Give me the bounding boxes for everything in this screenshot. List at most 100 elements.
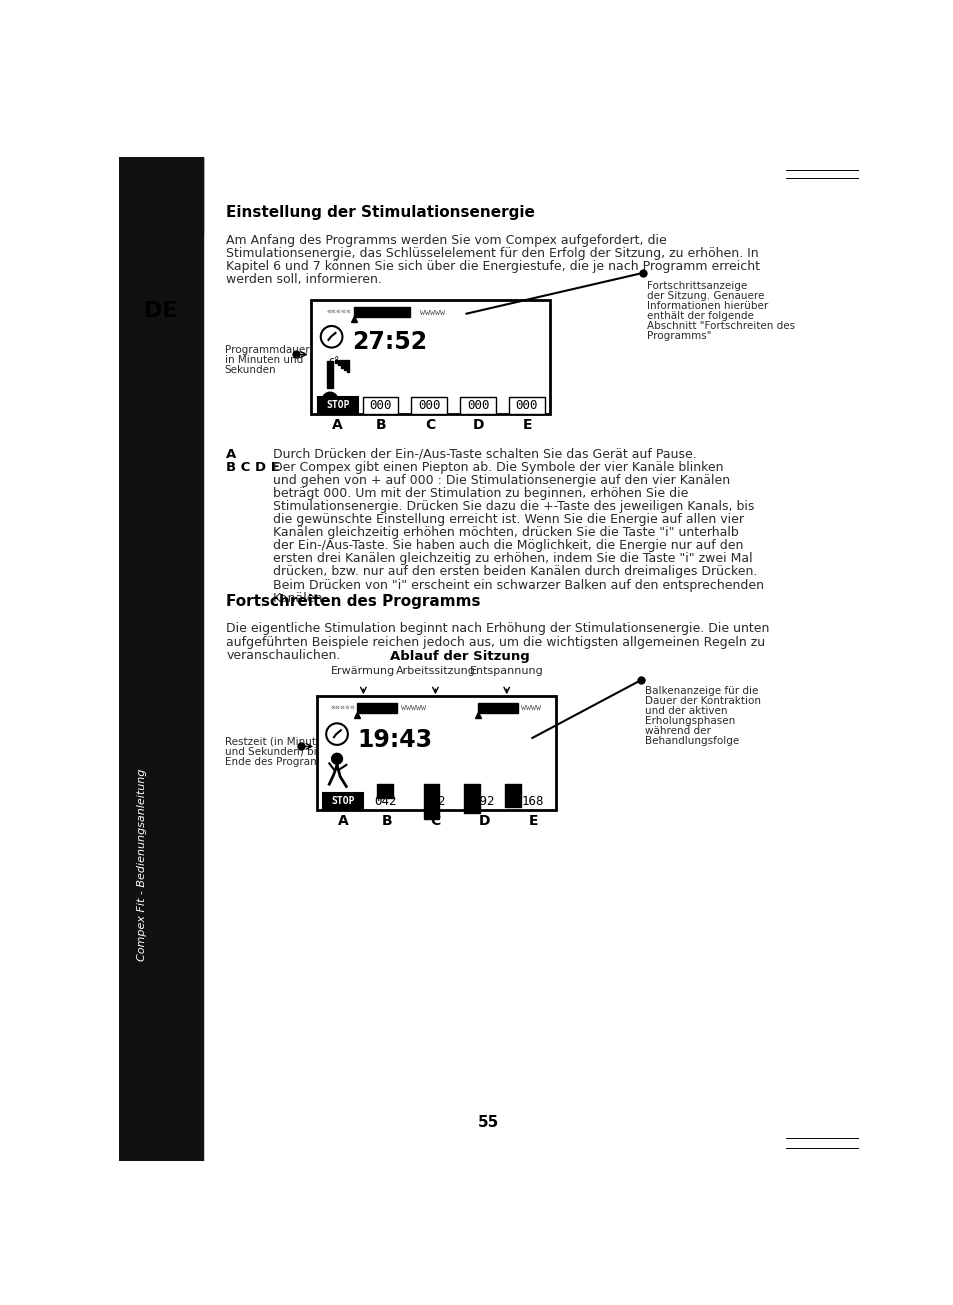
Text: und gehen von + auf 000 : Die Stimulationsenergie auf den vier Kanälen: und gehen von + auf 000 : Die Stimulatio… [273,474,729,487]
Text: Durch Drücken der Ein-/Aus-Taste schalten Sie das Gerät auf Pause.: Durch Drücken der Ein-/Aus-Taste schalte… [273,448,696,461]
Text: wwwww: wwwww [419,308,444,317]
Bar [423,784,439,818]
Text: Compex Fit - Bedienungsanleitung: Compex Fit - Bedienungsanleitung [137,769,148,962]
Text: Programmdauer: Programmdauer [224,345,309,355]
Text: B: B [375,419,386,432]
Text: 55: 55 [477,1116,499,1130]
Text: Entspannung: Entspannung [470,667,543,676]
Text: B C D E: B C D E [226,461,280,474]
Bar [509,397,544,414]
Text: Beim Drücken von "i" erscheint ein schwarzer Balken auf den entsprechenden: Beim Drücken von "i" erscheint ein schwa… [273,578,763,591]
Bar [323,792,363,809]
Text: und der aktiven: und der aktiven [644,706,726,716]
Text: E: E [528,814,537,829]
Text: 000: 000 [466,399,489,412]
Text: DE: DE [144,300,177,321]
Text: Erholungsphasen: Erholungsphasen [644,716,734,727]
Text: Sekunden: Sekunden [224,365,276,375]
Text: Programms": Programms" [646,330,711,341]
Text: Abschnitt "Fortschreiten des: Abschnitt "Fortschreiten des [646,321,794,330]
Text: «««««: ««««« [331,703,355,713]
Text: Arbeitssitzung: Arbeitssitzung [395,667,475,676]
Text: Erwärmung: Erwärmung [331,667,395,676]
Text: STOP: STOP [331,796,355,806]
Circle shape [320,326,342,347]
Text: wwwww: wwwww [400,703,425,713]
Bar [335,360,336,363]
Text: Kanälen.: Kanälen. [273,591,327,604]
Bar [411,397,447,414]
Bar [464,784,479,813]
Bar [337,360,340,365]
Text: 168: 168 [520,795,543,808]
Text: der Ein-/Aus-Taste. Sie haben auch die Möglichkeit, die Energie nur auf den: der Ein-/Aus-Taste. Sie haben auch die M… [273,539,742,552]
Text: A: A [337,814,348,829]
Text: D: D [473,419,484,432]
Text: 000: 000 [369,399,392,412]
Text: Der Compex gibt einen Piepton ab. Die Symbole der vier Kanäle blinken: Der Compex gibt einen Piepton ab. Die Sy… [273,461,722,474]
Text: Balkenanzeige für die: Balkenanzeige für die [644,686,758,697]
Bar [311,300,550,414]
Text: Stimulationsenergie, das Schlüsselelement für den Erfolg der Sitzung, zu erhöhen: Stimulationsenergie, das Schlüsselelemen… [226,247,758,260]
Bar [119,157,203,1161]
Circle shape [326,723,348,745]
Text: Dauer der Kontraktion: Dauer der Kontraktion [644,697,760,706]
Text: Kanälen gleichzeitig erhöhen möchten, drücken Sie die Taste "i" unterhalb: Kanälen gleichzeitig erhöhen möchten, dr… [273,526,738,539]
Text: der Sitzung. Genauere: der Sitzung. Genauere [646,291,763,300]
Text: 000: 000 [417,399,440,412]
Text: veranschaulichen.: veranschaulichen. [226,649,340,662]
Bar [347,360,349,372]
Text: wwww: wwww [520,703,540,713]
Text: D: D [478,814,490,829]
Bar [316,696,555,809]
Bar [362,397,397,414]
Text: in Minuten und: in Minuten und [224,355,303,365]
Text: STOP: STOP [326,401,349,410]
Text: Die eigentliche Stimulation beginnt nach Erhöhung der Stimulationsenergie. Die u: Die eigentliche Stimulation beginnt nach… [226,622,769,636]
Bar [317,397,357,414]
Text: während der: während der [644,727,710,736]
Bar [119,157,203,234]
Text: aufgeführten Beispiele reichen jedoch aus, um die wichtigsten allgemeinen Regeln: aufgeführten Beispiele reichen jedoch au… [226,636,764,649]
Circle shape [332,753,342,765]
Circle shape [322,393,337,407]
Text: Behandlungsfolge: Behandlungsfolge [644,736,739,746]
Bar [356,702,397,713]
Text: Kapitel 6 und 7 können Sie sich über die Energiestufe, die je nach Programm erre: Kapitel 6 und 7 können Sie sich über die… [226,260,760,273]
Text: Informationen hierüber: Informationen hierüber [646,300,767,311]
Text: und Sekunden) bis zum: und Sekunden) bis zum [224,746,347,757]
Text: Restzeit (in Minuten: Restzeit (in Minuten [224,737,328,746]
Text: Einstellung der Stimulationsenergie: Einstellung der Stimulationsenergie [226,205,535,219]
Text: werden soll, informieren.: werden soll, informieren. [226,273,381,286]
Text: E: E [522,419,532,432]
Text: B: B [381,814,392,829]
Bar [459,397,496,414]
Text: c°: c° [328,356,340,367]
Text: 042: 042 [375,795,396,808]
Text: Ablauf der Sitzung: Ablauf der Sitzung [390,650,530,663]
Bar [327,361,333,389]
Text: C: C [430,814,440,829]
Text: 192: 192 [472,795,495,808]
Bar [340,360,343,368]
Text: Stimulationsenergie. Drücken Sie dazu die +-Taste des jeweiligen Kanals, bis: Stimulationsenergie. Drücken Sie dazu di… [273,500,753,513]
Bar [477,702,517,713]
Text: Am Anfang des Programms werden Sie vom Compex aufgefordert, die: Am Anfang des Programms werden Sie vom C… [226,234,666,247]
Text: 19:43: 19:43 [356,728,432,752]
Bar [344,360,346,369]
Text: Ende des Programms: Ende des Programms [224,757,335,767]
Text: drücken, bzw. nur auf den ersten beiden Kanälen durch dreimaliges Drücken.: drücken, bzw. nur auf den ersten beiden … [273,565,757,578]
Text: Fortschreiten des Programms: Fortschreiten des Programms [226,594,480,609]
Text: A: A [332,419,343,432]
Text: enthält der folgende: enthält der folgende [646,311,753,321]
Text: 322: 322 [423,795,445,808]
Text: beträgt 000. Um mit der Stimulation zu beginnen, erhöhen Sie die: beträgt 000. Um mit der Stimulation zu b… [273,487,687,500]
Bar [354,307,410,317]
Text: die gewünschte Einstellung erreicht ist. Wenn Sie die Energie auf allen vier: die gewünschte Einstellung erreicht ist.… [273,513,743,526]
Text: Fortschrittsanzeige: Fortschrittsanzeige [646,281,746,291]
Text: 27:52: 27:52 [352,330,426,354]
Text: ersten drei Kanälen gleichzeitig zu erhöhen, indem Sie die Taste "i" zwei Mal: ersten drei Kanälen gleichzeitig zu erhö… [273,552,752,565]
Text: A: A [226,448,236,461]
Text: «««««: ««««« [327,308,352,317]
Text: 000: 000 [516,399,537,412]
